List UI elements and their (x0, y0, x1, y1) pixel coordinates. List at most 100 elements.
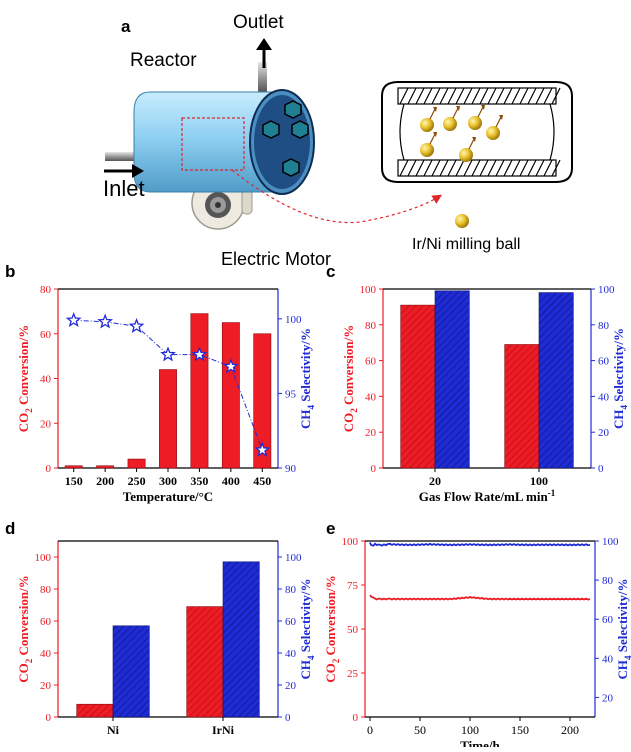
milling-ball-icon (455, 214, 469, 228)
left-tick-label: 0 (371, 463, 377, 475)
hatch-line (543, 159, 553, 177)
selectivity-line (369, 542, 591, 547)
left-axis-title: CO2 Conversion/% (16, 325, 34, 432)
conversion-bar (221, 322, 240, 469)
x-tick-label: 200 (561, 723, 579, 737)
x-tick-label: 350 (190, 474, 208, 488)
right-tick-label: 20 (602, 692, 614, 704)
right-tick-label: 60 (285, 616, 297, 628)
hatch-line (479, 159, 489, 177)
motion-arrowhead-icon (472, 137, 476, 142)
outlet-arrow-icon (256, 38, 272, 68)
right-tick-label: 20 (285, 680, 297, 692)
selectivity-bar (538, 292, 574, 469)
inlet-pipe (105, 152, 145, 161)
motion-arrowhead-icon (499, 115, 503, 120)
zoom-box (181, 117, 245, 171)
motion-arrowhead-icon (433, 107, 437, 112)
left-tick-label: 0 (46, 463, 52, 475)
hatch-line (535, 87, 545, 105)
conversion-bar (190, 313, 209, 469)
x-tick-label: 400 (222, 474, 240, 488)
panel-letter-a: a (121, 17, 131, 36)
chart-b: 0 20 40 60 80 90 95 100 CO2 Conversion/% CH4 Sele… (16, 284, 316, 504)
x-tick-label: 20 (429, 474, 441, 488)
hatch-line (487, 87, 497, 105)
left-tick-label: 20 (40, 680, 52, 692)
left-tick-label: 50 (347, 624, 359, 636)
milling-ball-icon (459, 148, 473, 162)
inlet-arrow-icon (104, 164, 144, 178)
right-tick-label: 80 (598, 320, 610, 332)
chart-c: 0 20 40 60 80 100 0 20 40 60 80 100 CO2 Conversion/%… (341, 284, 629, 504)
hatch-line (511, 159, 521, 177)
hatch-line (527, 159, 537, 177)
hatch-line (503, 159, 513, 177)
x-tick-label: 450 (253, 474, 271, 488)
right-tick-label: 100 (598, 284, 615, 296)
milling-chambers (262, 100, 309, 177)
left-tick-label: 40 (40, 648, 52, 660)
x-tick-label: 200 (96, 474, 114, 488)
right-tick-label: 0 (285, 712, 291, 724)
motion-arrow-icon (452, 107, 459, 119)
left-tick-label: 80 (365, 320, 377, 332)
star-marker-icon (128, 317, 145, 334)
hatch-line (543, 87, 553, 105)
x-tick-label: Ni (107, 723, 120, 737)
hatch-line (439, 87, 449, 105)
hatch-line (415, 159, 425, 177)
reactor-label: Reactor (130, 50, 197, 71)
conversion-bar (504, 344, 540, 469)
right-tick-label: 95 (285, 388, 297, 400)
motion-arrow-icon (429, 108, 436, 120)
hatch-line (495, 159, 505, 177)
right-tick-label: 80 (602, 575, 614, 587)
hatch-line (551, 87, 561, 105)
right-axis-title: CH4 Selectivity/% (615, 579, 631, 680)
motion-arrowhead-icon (481, 105, 485, 110)
conversion-bar (186, 606, 224, 718)
hatch-line (463, 87, 473, 105)
x-tick-label: 150 (511, 723, 529, 737)
hatch-line (407, 159, 417, 177)
x-axis-title: Temperature/°C (123, 489, 213, 504)
star-marker-icon (65, 312, 82, 328)
conversion-bar (400, 304, 436, 469)
hatch-line (431, 159, 441, 177)
milling-ball-label: Ir/Ni milling ball (412, 236, 520, 253)
x-tick-label: IrNi (212, 723, 235, 737)
x-tick-label: 100 (530, 474, 548, 488)
conversion-bar (159, 369, 177, 469)
milling-chamber-zoom (381, 81, 573, 183)
left-tick-label: 25 (347, 668, 359, 680)
motion-arrow-icon (429, 133, 436, 145)
right-tick-label: 100 (602, 536, 619, 548)
star-marker-icon (222, 358, 239, 374)
conversion-bar (64, 465, 83, 469)
hatch-line (535, 159, 545, 177)
x-tick-label: 150 (65, 474, 83, 488)
x-tick-label: 50 (414, 723, 426, 737)
milling-ball-icon (420, 118, 434, 132)
motor-label: Electric Motor (221, 249, 331, 269)
inlet-label: Inlet (103, 176, 145, 201)
hatch-line (519, 87, 529, 105)
outlet-pipe (258, 62, 267, 92)
hatch-line (471, 87, 481, 105)
motion-arrow-icon (495, 116, 502, 128)
left-tick-label: 100 (35, 552, 52, 564)
right-tick-label: 60 (602, 614, 614, 626)
selectivity-bar (222, 561, 260, 718)
hatch-line (447, 159, 457, 177)
hatch-line (463, 159, 473, 177)
left-tick-label: 60 (365, 356, 377, 368)
schematic-panel: a Outlet Reactor (103, 12, 573, 269)
chart-e: 0 25 50 75 100 20 40 60 80 100 CO2 Conversion/% CH4… (323, 536, 631, 752)
outlet-label: Outlet (233, 12, 284, 33)
right-axis-title: CH4 Selectivity/% (298, 579, 316, 680)
hatch-line (399, 159, 409, 177)
left-tick-label: 80 (40, 284, 52, 296)
